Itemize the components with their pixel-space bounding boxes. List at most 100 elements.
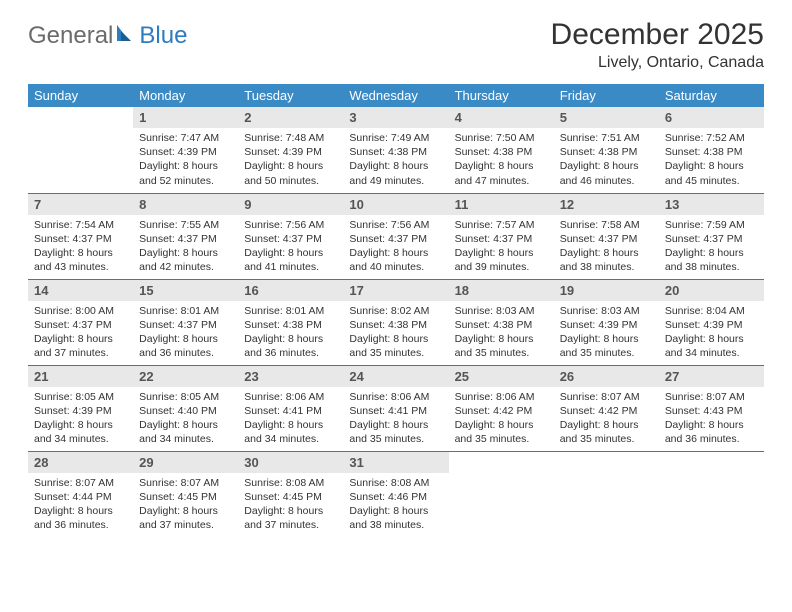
calendar-cell: 16Sunrise: 8:01 AMSunset: 4:38 PMDayligh… <box>238 279 343 365</box>
daylight-text: Daylight: 8 hours and 35 minutes. <box>455 418 548 446</box>
day-detail: Sunrise: 7:54 AMSunset: 4:37 PMDaylight:… <box>28 215 133 279</box>
day-detail: Sunrise: 8:06 AMSunset: 4:41 PMDaylight:… <box>238 387 343 451</box>
calendar-cell: 2Sunrise: 7:48 AMSunset: 4:39 PMDaylight… <box>238 107 343 193</box>
daylight-text: Daylight: 8 hours and 34 minutes. <box>139 418 232 446</box>
sunrise-text: Sunrise: 8:04 AM <box>665 304 758 318</box>
sunrise-text: Sunrise: 7:56 AM <box>349 218 442 232</box>
sunset-text: Sunset: 4:39 PM <box>139 145 232 159</box>
day-detail: Sunrise: 7:51 AMSunset: 4:38 PMDaylight:… <box>554 128 659 192</box>
day-header: Friday <box>554 84 659 107</box>
daylight-text: Daylight: 8 hours and 46 minutes. <box>560 159 653 187</box>
day-number: 6 <box>659 107 764 128</box>
calendar-cell: 25Sunrise: 8:06 AMSunset: 4:42 PMDayligh… <box>449 365 554 451</box>
calendar-cell: 14Sunrise: 8:00 AMSunset: 4:37 PMDayligh… <box>28 279 133 365</box>
calendar-week-row: 7Sunrise: 7:54 AMSunset: 4:37 PMDaylight… <box>28 193 764 279</box>
day-detail: Sunrise: 7:48 AMSunset: 4:39 PMDaylight:… <box>238 128 343 192</box>
sunrise-text: Sunrise: 8:01 AM <box>244 304 337 318</box>
sunrise-text: Sunrise: 7:50 AM <box>455 131 548 145</box>
sunset-text: Sunset: 4:42 PM <box>560 404 653 418</box>
sunset-text: Sunset: 4:39 PM <box>560 318 653 332</box>
daylight-text: Daylight: 8 hours and 38 minutes. <box>665 246 758 274</box>
calendar-cell: 3Sunrise: 7:49 AMSunset: 4:38 PMDaylight… <box>343 107 448 193</box>
sunset-text: Sunset: 4:37 PM <box>665 232 758 246</box>
daylight-text: Daylight: 8 hours and 35 minutes. <box>349 332 442 360</box>
sunrise-text: Sunrise: 8:01 AM <box>139 304 232 318</box>
sunset-text: Sunset: 4:39 PM <box>665 318 758 332</box>
calendar-cell: 21Sunrise: 8:05 AMSunset: 4:39 PMDayligh… <box>28 365 133 451</box>
sunset-text: Sunset: 4:37 PM <box>139 232 232 246</box>
day-number: 13 <box>659 194 764 215</box>
day-detail: Sunrise: 8:07 AMSunset: 4:45 PMDaylight:… <box>133 473 238 537</box>
calendar-cell: 17Sunrise: 8:02 AMSunset: 4:38 PMDayligh… <box>343 279 448 365</box>
sunrise-text: Sunrise: 8:06 AM <box>455 390 548 404</box>
day-detail: Sunrise: 8:06 AMSunset: 4:41 PMDaylight:… <box>343 387 448 451</box>
daylight-text: Daylight: 8 hours and 34 minutes. <box>244 418 337 446</box>
day-detail: Sunrise: 7:49 AMSunset: 4:38 PMDaylight:… <box>343 128 448 192</box>
calendar-cell <box>659 451 764 537</box>
day-detail: Sunrise: 8:02 AMSunset: 4:38 PMDaylight:… <box>343 301 448 365</box>
daylight-text: Daylight: 8 hours and 36 minutes. <box>665 418 758 446</box>
day-number: 20 <box>659 280 764 301</box>
day-number: 11 <box>449 194 554 215</box>
day-detail: Sunrise: 8:01 AMSunset: 4:37 PMDaylight:… <box>133 301 238 365</box>
title-block: December 2025 Lively, Ontario, Canada <box>551 18 764 72</box>
sunrise-text: Sunrise: 8:03 AM <box>560 304 653 318</box>
day-header: Sunday <box>28 84 133 107</box>
sunrise-text: Sunrise: 7:49 AM <box>349 131 442 145</box>
daylight-text: Daylight: 8 hours and 38 minutes. <box>349 504 442 532</box>
day-number: 4 <box>449 107 554 128</box>
sunrise-text: Sunrise: 7:48 AM <box>244 131 337 145</box>
sunset-text: Sunset: 4:46 PM <box>349 490 442 504</box>
day-detail: Sunrise: 7:55 AMSunset: 4:37 PMDaylight:… <box>133 215 238 279</box>
day-detail: Sunrise: 8:03 AMSunset: 4:38 PMDaylight:… <box>449 301 554 365</box>
day-number: 7 <box>28 194 133 215</box>
calendar-week-row: 28Sunrise: 8:07 AMSunset: 4:44 PMDayligh… <box>28 451 764 537</box>
day-number: 28 <box>28 452 133 473</box>
calendar-cell: 15Sunrise: 8:01 AMSunset: 4:37 PMDayligh… <box>133 279 238 365</box>
day-header: Wednesday <box>343 84 448 107</box>
day-detail: Sunrise: 8:04 AMSunset: 4:39 PMDaylight:… <box>659 301 764 365</box>
location-text: Lively, Ontario, Canada <box>551 54 764 72</box>
sunset-text: Sunset: 4:38 PM <box>455 145 548 159</box>
day-number: 27 <box>659 366 764 387</box>
sunset-text: Sunset: 4:37 PM <box>34 318 127 332</box>
day-number: 23 <box>238 366 343 387</box>
sunset-text: Sunset: 4:42 PM <box>455 404 548 418</box>
day-number: 2 <box>238 107 343 128</box>
daylight-text: Daylight: 8 hours and 37 minutes. <box>139 504 232 532</box>
day-detail: Sunrise: 8:08 AMSunset: 4:45 PMDaylight:… <box>238 473 343 537</box>
sunset-text: Sunset: 4:38 PM <box>349 318 442 332</box>
calendar-table: Sunday Monday Tuesday Wednesday Thursday… <box>28 84 764 537</box>
daylight-text: Daylight: 8 hours and 35 minutes. <box>560 332 653 360</box>
day-number: 26 <box>554 366 659 387</box>
day-header: Tuesday <box>238 84 343 107</box>
calendar-cell: 18Sunrise: 8:03 AMSunset: 4:38 PMDayligh… <box>449 279 554 365</box>
sunrise-text: Sunrise: 8:07 AM <box>139 476 232 490</box>
daylight-text: Daylight: 8 hours and 45 minutes. <box>665 159 758 187</box>
calendar-cell: 22Sunrise: 8:05 AMSunset: 4:40 PMDayligh… <box>133 365 238 451</box>
sunrise-text: Sunrise: 8:07 AM <box>665 390 758 404</box>
day-detail: Sunrise: 7:56 AMSunset: 4:37 PMDaylight:… <box>343 215 448 279</box>
day-detail: Sunrise: 7:52 AMSunset: 4:38 PMDaylight:… <box>659 128 764 192</box>
sunrise-text: Sunrise: 8:00 AM <box>34 304 127 318</box>
sunset-text: Sunset: 4:38 PM <box>560 145 653 159</box>
day-detail: Sunrise: 8:00 AMSunset: 4:37 PMDaylight:… <box>28 301 133 365</box>
calendar-cell: 10Sunrise: 7:56 AMSunset: 4:37 PMDayligh… <box>343 193 448 279</box>
daylight-text: Daylight: 8 hours and 34 minutes. <box>34 418 127 446</box>
calendar-week-row: 1Sunrise: 7:47 AMSunset: 4:39 PMDaylight… <box>28 107 764 193</box>
sunset-text: Sunset: 4:45 PM <box>139 490 232 504</box>
day-detail: Sunrise: 8:03 AMSunset: 4:39 PMDaylight:… <box>554 301 659 365</box>
day-number: 21 <box>28 366 133 387</box>
sunrise-text: Sunrise: 7:56 AM <box>244 218 337 232</box>
calendar-cell <box>28 107 133 193</box>
sunset-text: Sunset: 4:41 PM <box>244 404 337 418</box>
day-number: 17 <box>343 280 448 301</box>
daylight-text: Daylight: 8 hours and 42 minutes. <box>139 246 232 274</box>
sunrise-text: Sunrise: 8:03 AM <box>455 304 548 318</box>
day-detail: Sunrise: 8:06 AMSunset: 4:42 PMDaylight:… <box>449 387 554 451</box>
sunset-text: Sunset: 4:37 PM <box>139 318 232 332</box>
daylight-text: Daylight: 8 hours and 35 minutes. <box>560 418 653 446</box>
daylight-text: Daylight: 8 hours and 43 minutes. <box>34 246 127 274</box>
daylight-text: Daylight: 8 hours and 35 minutes. <box>455 332 548 360</box>
sunrise-text: Sunrise: 7:58 AM <box>560 218 653 232</box>
